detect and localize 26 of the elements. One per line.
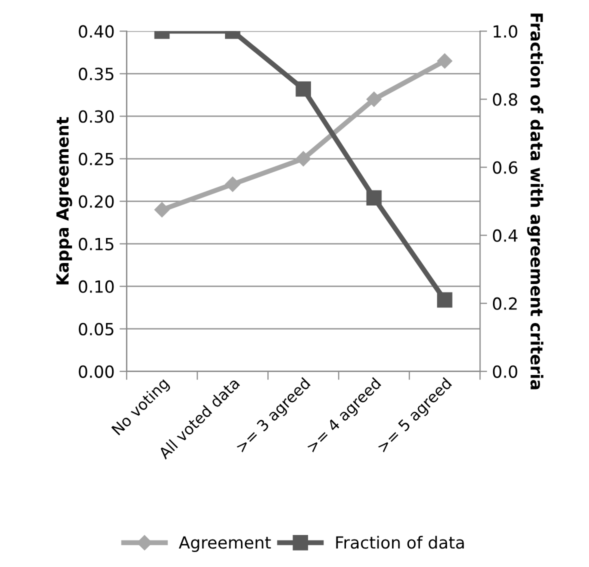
y2-tick-label: 1.0: [494, 25, 518, 38]
y-tick-label: 0.20: [78, 195, 114, 208]
point: [154, 202, 170, 218]
y-tick-label: 0.00: [78, 365, 114, 378]
point: [225, 176, 240, 192]
y2-tick-label: 0.4: [492, 229, 518, 242]
legend-label: Fraction of data: [336, 536, 464, 549]
y-tick-label: 0.25: [78, 152, 114, 166]
y2-tick-label: 0.8: [492, 93, 518, 106]
point: [437, 53, 452, 69]
y2-tick-label: 0.0: [492, 365, 518, 378]
point: [296, 151, 311, 166]
point: [437, 292, 452, 308]
y2-tick-label: 0.2: [492, 297, 517, 310]
y-tick-label: 0.10: [78, 280, 114, 293]
y-tick-label: 0.15: [78, 238, 114, 250]
point: [366, 92, 382, 107]
y-axis-title: Kappa Agreement: [56, 117, 72, 284]
y2-tick-label: 0.6: [492, 161, 518, 174]
y2-axis-title: Fraction of data with agreement criteria: [527, 14, 544, 390]
point: [366, 190, 382, 206]
y-tick-label: 0.05: [78, 322, 114, 336]
legend-label: Agreement: [178, 536, 271, 552]
y-tick-label: 0.40: [78, 25, 114, 38]
y-tick-label: 0.35: [78, 68, 114, 80]
y-tick-label: 0.30: [78, 110, 114, 123]
